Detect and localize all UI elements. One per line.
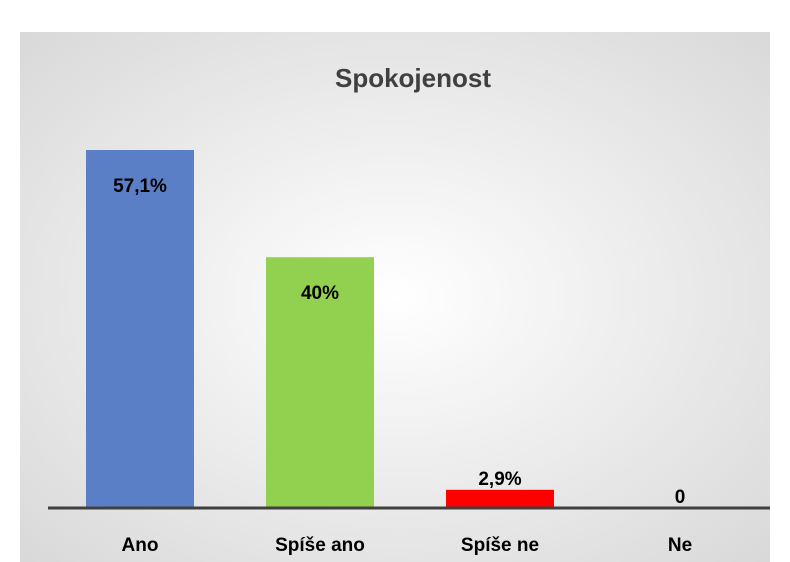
chart-title: Spokojenost (335, 63, 491, 93)
data-label: 40% (301, 283, 339, 304)
data-label: 2,9% (478, 469, 521, 490)
x-tick-label: Ano (122, 535, 159, 556)
x-tick-label: Ne (668, 535, 692, 556)
x-tick-label: Spíše ne (461, 535, 539, 556)
bar (86, 150, 194, 508)
bar (446, 489, 554, 508)
data-label: 0 (675, 487, 686, 508)
x-tick-label: Spíše ano (275, 535, 365, 556)
bar (266, 257, 374, 508)
data-label: 57,1% (113, 176, 167, 197)
